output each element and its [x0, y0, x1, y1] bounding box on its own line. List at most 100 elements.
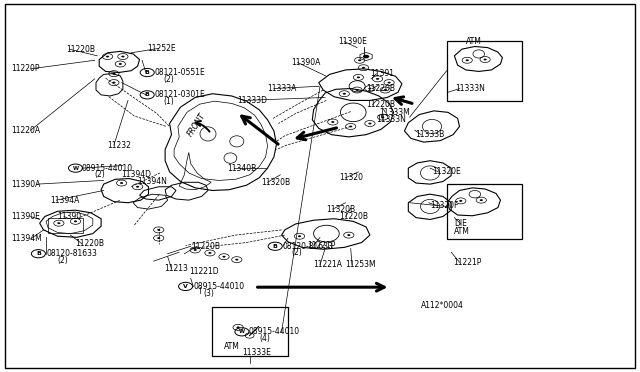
Circle shape: [237, 327, 239, 328]
Text: (2): (2): [58, 256, 68, 265]
Circle shape: [383, 89, 387, 91]
Text: DIE: DIE: [454, 219, 467, 228]
Circle shape: [119, 63, 122, 65]
Text: 08915-44010: 08915-44010: [82, 164, 133, 173]
Text: ATM: ATM: [454, 227, 470, 236]
Text: 11252E: 11252E: [147, 44, 176, 53]
Text: (2): (2): [95, 170, 106, 179]
Text: 11333E: 11333E: [242, 348, 271, 357]
Bar: [212, 307, 288, 356]
Circle shape: [363, 55, 369, 58]
Circle shape: [349, 126, 353, 128]
Text: 11394M: 11394M: [12, 234, 42, 243]
Bar: [447, 41, 522, 101]
Text: 11221D: 11221D: [189, 267, 218, 276]
Text: 11320F: 11320F: [430, 201, 458, 210]
Text: 11333D: 11333D: [237, 96, 267, 105]
Circle shape: [343, 93, 346, 95]
Circle shape: [357, 77, 360, 78]
Text: 08120-81633: 08120-81633: [46, 249, 97, 258]
Text: (2): (2): [163, 75, 174, 84]
Circle shape: [136, 186, 140, 188]
Circle shape: [106, 55, 109, 58]
Text: 11390A: 11390A: [12, 180, 41, 189]
Text: (2): (2): [291, 248, 302, 257]
Circle shape: [356, 89, 359, 91]
Circle shape: [332, 121, 335, 123]
Text: 11253M: 11253M: [346, 260, 376, 269]
Text: 11333A: 11333A: [268, 84, 297, 93]
Circle shape: [122, 55, 124, 58]
Circle shape: [381, 116, 384, 118]
Text: 11333M: 11333M: [379, 108, 410, 117]
Circle shape: [193, 249, 197, 251]
Text: A112*0004: A112*0004: [421, 301, 464, 310]
Text: 08915-44010: 08915-44010: [248, 327, 300, 336]
Text: 11333B: 11333B: [415, 130, 444, 139]
Text: W: W: [239, 329, 245, 334]
Bar: [48, 218, 83, 232]
Text: (4): (4): [259, 334, 270, 343]
Text: 11221A: 11221A: [314, 260, 342, 269]
Text: 11220B: 11220B: [366, 84, 395, 93]
Text: 08915-44010: 08915-44010: [193, 282, 244, 291]
Circle shape: [358, 60, 362, 61]
Text: 11320B: 11320B: [261, 178, 291, 187]
Text: 08121-0551E: 08121-0551E: [155, 68, 205, 77]
Text: 11220B: 11220B: [191, 242, 220, 251]
Text: 11390E: 11390E: [12, 212, 40, 221]
Circle shape: [157, 229, 160, 231]
Text: B: B: [145, 70, 150, 75]
Text: 11220A: 11220A: [12, 126, 41, 135]
Text: 11320E: 11320E: [432, 167, 461, 176]
Text: ATM: ATM: [224, 342, 240, 351]
Circle shape: [376, 78, 380, 80]
Circle shape: [459, 200, 463, 202]
Circle shape: [484, 58, 487, 61]
Text: FRONT: FRONT: [186, 111, 208, 138]
Text: V: V: [183, 284, 188, 289]
Circle shape: [236, 259, 239, 261]
Text: 11333N: 11333N: [456, 84, 486, 93]
Text: 11220P: 11220P: [12, 64, 40, 73]
Text: 11394N: 11394N: [138, 177, 168, 186]
Text: W: W: [72, 166, 79, 171]
Text: B: B: [36, 251, 41, 256]
Text: 11220B: 11220B: [366, 100, 395, 109]
Text: 11221P: 11221P: [307, 241, 335, 250]
Text: 11394A: 11394A: [50, 196, 79, 205]
Text: 11390E: 11390E: [338, 37, 367, 46]
Circle shape: [388, 82, 390, 84]
Bar: [447, 184, 522, 239]
Text: 11320: 11320: [339, 173, 364, 182]
Circle shape: [368, 88, 371, 90]
Text: 11394D: 11394D: [122, 170, 152, 179]
Circle shape: [480, 199, 483, 201]
Circle shape: [209, 252, 211, 254]
Text: (1): (1): [163, 97, 174, 106]
Circle shape: [466, 60, 468, 61]
Circle shape: [223, 256, 226, 258]
Circle shape: [362, 67, 365, 69]
Circle shape: [74, 220, 77, 222]
Text: 11220B: 11220B: [66, 45, 95, 54]
Text: 11221P: 11221P: [453, 258, 481, 267]
Circle shape: [157, 237, 160, 239]
Text: 11213: 11213: [164, 264, 188, 273]
Text: 11232: 11232: [108, 141, 131, 150]
Circle shape: [368, 123, 371, 124]
Text: B: B: [145, 92, 150, 97]
Text: 11390: 11390: [58, 212, 82, 221]
Text: ATM: ATM: [466, 37, 482, 46]
Text: 11390A: 11390A: [291, 58, 321, 67]
Circle shape: [58, 222, 60, 224]
Text: 11320B: 11320B: [326, 205, 356, 214]
Text: 08120-81633: 08120-81633: [283, 242, 333, 251]
Circle shape: [120, 182, 123, 184]
Circle shape: [298, 235, 301, 237]
Text: 11340B: 11340B: [227, 164, 257, 173]
Text: 11391: 11391: [370, 69, 394, 78]
Text: 11333N: 11333N: [376, 115, 406, 124]
Circle shape: [113, 82, 115, 84]
Text: 08121-0301E: 08121-0301E: [155, 90, 205, 99]
